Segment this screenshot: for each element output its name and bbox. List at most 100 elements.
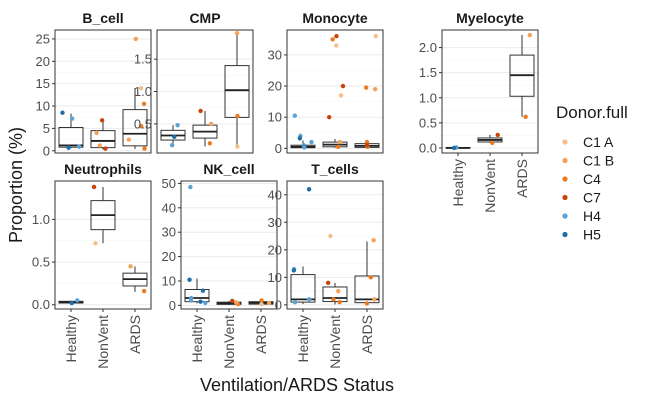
box-healthy [184, 278, 210, 304]
y-tick-label: 1.5 [419, 65, 437, 80]
panel-border [54, 29, 152, 154]
y-tick-label: 25 [36, 31, 50, 46]
data-point [490, 140, 495, 146]
panel-title: Neutrophils [64, 161, 142, 177]
legend-key [562, 213, 568, 219]
data-point [527, 32, 533, 38]
data-point [97, 143, 102, 148]
y-tick-label: 10 [268, 110, 282, 125]
legend-item: C4 [562, 171, 601, 187]
data-point [309, 139, 314, 145]
data-point [203, 300, 208, 306]
x-tick-label: ARDS [127, 315, 143, 354]
data-point [292, 113, 298, 118]
data-point [66, 145, 71, 150]
data-point [141, 288, 147, 294]
y-tick-label: 0 [275, 297, 282, 312]
data-point [200, 288, 206, 293]
data-point [93, 241, 98, 246]
box-ards [509, 35, 535, 117]
data-point [371, 237, 376, 243]
panel-title: NK_cell [203, 161, 254, 177]
box-iqr [58, 127, 84, 148]
x-tick-label: Healthy [63, 315, 79, 362]
panel-myelocyte: Myelocyte 0.0 0.5 1.0 1.5 2.0 Healthy NonVent AR… [419, 10, 539, 213]
legend-key [562, 176, 568, 182]
y-tick-label: 20 [268, 79, 282, 94]
y-tick-label: 20 [268, 242, 282, 257]
panel-title: Monocyte [302, 10, 368, 26]
y-tick-label: 0.0 [32, 297, 50, 312]
legend-item: C1 B [562, 153, 614, 169]
y-tick-label: 0 [169, 298, 176, 313]
data-point [292, 299, 298, 305]
panel-title: T_cells [311, 161, 359, 177]
box-nonvent [90, 186, 116, 244]
data-point [76, 144, 82, 149]
data-point [306, 297, 312, 302]
data-point [495, 132, 500, 138]
data-point [259, 298, 264, 303]
data-point [234, 31, 240, 36]
box-iqr [184, 288, 210, 303]
y-tick-label: 10 [162, 273, 176, 288]
data-point [230, 298, 235, 304]
x-tick-label: Healthy [295, 315, 311, 362]
data-point [187, 277, 192, 282]
data-point [330, 37, 335, 42]
y-tick-label: 30 [268, 47, 282, 62]
x-tick-label: ARDS [359, 315, 375, 354]
y-tick-label: 15 [36, 76, 50, 91]
x-tick-label: Healthy [189, 315, 205, 362]
legend-title: Donor.full [556, 103, 628, 122]
data-point [368, 275, 374, 280]
legend-label: H5 [583, 227, 601, 243]
data-point [334, 43, 339, 48]
x-tick-label: NonVent [482, 159, 498, 213]
box-ards [224, 33, 250, 149]
data-point [138, 123, 144, 129]
data-point [75, 298, 80, 303]
y-tick-label: 0 [275, 141, 282, 156]
panel-neutrophils: Neutrophils 0.0 0.5 1.0 Healthy NonVent ARDS [32, 161, 152, 369]
box-iqr [122, 109, 148, 147]
data-point [372, 297, 377, 302]
legend: Donor.full C1 A C1 B C4 C7 H4 H5 [556, 103, 628, 243]
data-point [297, 136, 303, 141]
data-point [331, 297, 336, 302]
panel-title: CMP [189, 10, 220, 26]
legend-label: C1 A [583, 134, 614, 150]
legend-key [562, 157, 568, 164]
panel-background [287, 181, 383, 309]
y-tick-label: 30 [162, 225, 176, 240]
data-point [128, 264, 133, 269]
data-point [334, 34, 339, 39]
box-ards [122, 88, 148, 149]
y-tick-label: 30 [268, 215, 282, 230]
data-point [133, 36, 138, 42]
data-point [326, 114, 332, 120]
data-point [364, 143, 370, 148]
legend-item: C7 [562, 190, 601, 206]
y-tick-label: 2.0 [419, 40, 437, 55]
panel-b-cell: B_cell 0 5 10 15 20 25 [36, 10, 152, 158]
data-point [103, 146, 108, 151]
y-tick-label: 50 [162, 176, 176, 191]
data-point [209, 121, 214, 127]
y-tick-label: 1.0 [134, 84, 152, 99]
y-tick-label: 10 [36, 99, 50, 114]
data-point [364, 301, 370, 306]
data-point [325, 280, 331, 286]
panel-title: Myelocyte [456, 10, 524, 26]
box-nonvent [322, 138, 348, 148]
data-point [291, 268, 297, 273]
data-point [235, 113, 240, 119]
panel-background [442, 30, 538, 153]
data-point [337, 299, 342, 305]
data-point [233, 300, 239, 305]
data-point [373, 34, 378, 39]
data-point [169, 143, 175, 148]
data-point [99, 118, 105, 123]
y-tick-label: 0.5 [419, 115, 437, 130]
y-tick-label: 40 [162, 200, 176, 215]
